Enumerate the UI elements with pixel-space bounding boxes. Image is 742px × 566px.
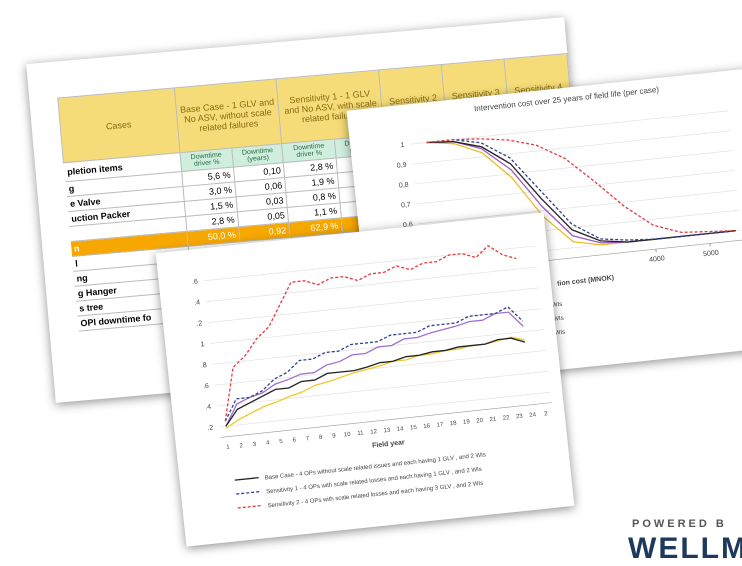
- series-line: [220, 336, 531, 429]
- x-axis-label: tion cost (MNOK): [557, 275, 615, 288]
- x-tick-label: 1: [226, 444, 231, 450]
- y-tick-label: 0,8: [399, 182, 410, 190]
- grid-line: [215, 350, 546, 385]
- y-tick-label: 1: [400, 142, 405, 149]
- y-tick-label: .4: [194, 299, 201, 307]
- y-tick-label: 0,7: [401, 202, 412, 210]
- series-line: [216, 305, 529, 421]
- header-cell: Base Case - 1 GLV and No ASV, without sc…: [174, 79, 282, 153]
- grid-line: [412, 131, 730, 164]
- x-tick-label: 5000: [703, 250, 719, 259]
- x-tick-label: 21: [489, 416, 497, 423]
- y-tick-label: .6: [203, 383, 210, 391]
- x-tick-label: 12: [370, 429, 378, 436]
- legend-swatch: [238, 505, 262, 508]
- tagline: POWERED B: [632, 518, 727, 530]
- y-tick-label: 1: [200, 341, 205, 348]
- x-tick-label: 4000: [649, 255, 665, 264]
- y-tick-label: 0,9: [396, 162, 407, 170]
- grid-line: [419, 190, 737, 223]
- x-tick-label: 3: [253, 442, 258, 448]
- x-tick-label: 13: [383, 428, 391, 435]
- x-tick-label: 6: [292, 438, 297, 444]
- x-tick-label: 2: [239, 443, 244, 449]
- x-tick-label: 5: [279, 439, 284, 445]
- x-tick-label: 15: [410, 425, 418, 432]
- x-tick-label: 16: [423, 423, 431, 430]
- grid-line: [217, 371, 548, 406]
- x-tick-label: 17: [436, 422, 444, 429]
- x-tick-label: 18: [450, 421, 458, 428]
- grid-line: [415, 151, 733, 184]
- series-line: [220, 337, 531, 427]
- x-tick-label: 22: [503, 415, 511, 422]
- cell: 50,0 %: [186, 227, 240, 247]
- grid-line: [417, 170, 735, 203]
- x-tick-label: 10: [344, 432, 352, 439]
- legend-swatch: [236, 492, 260, 495]
- y-tick-label: .8: [200, 362, 207, 370]
- x-tick-label: 2: [544, 411, 549, 417]
- x-tick-label: 14: [397, 426, 405, 433]
- y-tick-label: .6: [192, 278, 199, 286]
- x-tick-label: 24: [529, 412, 537, 419]
- grid-line: [204, 246, 535, 281]
- x-tick-label: 11: [357, 430, 364, 437]
- header-cell: Cases: [58, 88, 180, 163]
- x-axis-label: Field year: [372, 439, 406, 449]
- x-tick-label: 7: [306, 436, 311, 442]
- x-tick-label: 4: [266, 440, 271, 446]
- x-tick-label: 19: [463, 419, 471, 426]
- grid-line: [206, 267, 537, 302]
- x-tick-label: 20: [476, 418, 484, 425]
- y-tick-label: .2: [196, 320, 203, 328]
- legend-swatch: [235, 478, 259, 481]
- grid-line: [208, 288, 539, 323]
- y-tick-label: .4: [205, 404, 212, 412]
- x-tick-label: 9: [332, 433, 337, 439]
- x-tick-label: 8: [319, 435, 324, 441]
- brand: WELLMA: [628, 532, 742, 566]
- x-tick-label: 23: [516, 414, 524, 421]
- grid-line: [219, 392, 550, 427]
- y-tick-label: .2: [207, 425, 214, 433]
